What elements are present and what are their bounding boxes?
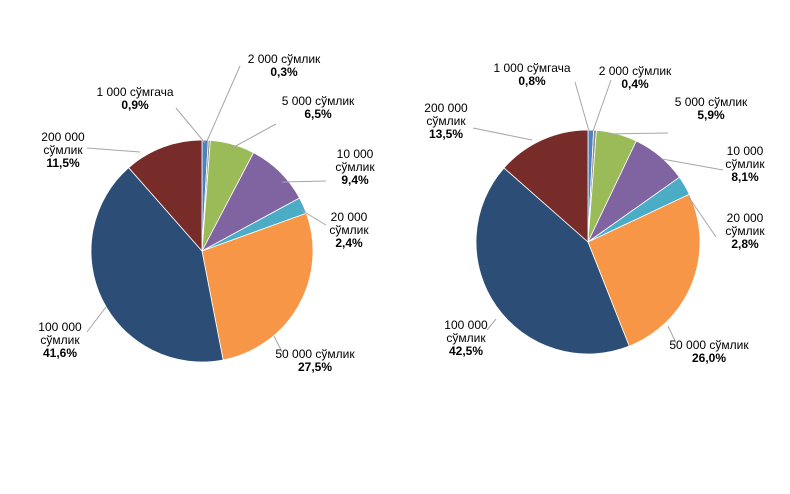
data-label-3: 5 000 сўмлик 6,5% [282,94,355,121]
pie-slice-6 [587,193,701,347]
leader-line-7 [86,306,107,333]
pie-slice-8 [503,129,589,243]
data-label-5: 20 000 сўмлик 2,4% [329,210,369,250]
data-label-1: 1 000 сўмгача 0,8% [493,61,570,88]
leader-line-2 [206,65,241,142]
data-label-3: 5 000 сўмлик 5,9% [675,95,748,122]
leader-line-4 [661,158,724,171]
pie-slice-7 [90,167,224,363]
leader-line-6 [667,325,677,344]
data-label-8: 200 000 сўмлик 13,5% [424,101,468,141]
leader-line-8 [472,127,533,141]
leader-line-2 [592,79,612,132]
data-label-2: 2 000 сўмлик 0,3% [248,52,321,79]
data-label-6: 50 000 сўмлик 27,5% [275,347,355,374]
leader-line-8 [86,147,141,153]
pie-chart-2: 1 000 сўмгача 0,8% 2 000 сўмлик 0,4%5 000 с… [424,61,765,365]
pie-slice-6 [201,212,314,361]
pie-chart-1: 1 000 сўмгача 0,9% 2 000 сўмлик 0,3% 5 000 с… [38,52,375,374]
leader-line-4 [281,180,327,183]
data-label-6: 50 000 сўмлик 26,0% [669,338,749,365]
pie-slice-8 [128,139,203,253]
leader-line-6 [273,335,283,353]
data-label-2: 2 000 сўмлик 0,4% [599,64,672,91]
data-label-7: 100 000 сўмлик 41,6% [38,320,82,360]
pie-slice-7 [475,167,630,355]
data-label-4: 10 000 сўмлик 8,1% [725,144,765,184]
leader-line-5 [300,209,327,226]
data-label-5: 20 000 сўмлик 2,8% [725,211,765,251]
leader-line-1 [175,107,206,144]
leader-line-3 [607,132,669,135]
leader-line-3 [231,123,277,149]
data-label-1: 1 000 сўмгача 0,9% [96,85,173,112]
leader-line-7 [486,318,497,331]
data-label-4: 10 000 сўмлик 9,4% [335,147,375,187]
leader-line-1 [574,81,590,132]
data-label-7: 100 000 сўмлик 42,5% [444,318,488,358]
data-label-8: 200 000 сўмлик 11,5% [41,130,85,170]
leader-line-5 [687,195,717,238]
